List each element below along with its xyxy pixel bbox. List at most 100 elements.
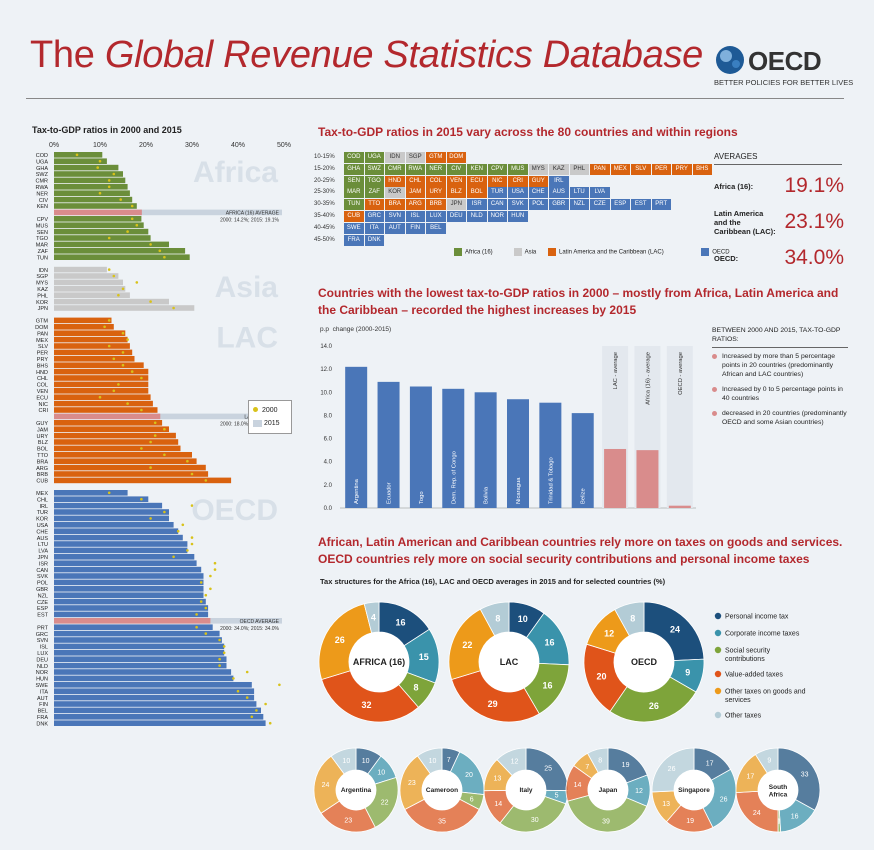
donut-value-label: 19 (686, 818, 694, 825)
donut-value-label: 33 (801, 772, 809, 779)
country-label: NOR (36, 670, 48, 676)
bar-2015 (54, 381, 149, 388)
dot-2000 (278, 683, 281, 687)
donut-legend-label: Other taxes (725, 713, 762, 720)
country-label: CHL (37, 497, 48, 503)
heatmap-cell: BHS (692, 163, 712, 175)
heatmap-cell: COD (344, 152, 364, 163)
heatmap-cell: RWA (405, 163, 425, 175)
change-bar (377, 381, 400, 508)
donut-hole (758, 770, 798, 810)
dot-2000 (176, 529, 180, 533)
country-label: ISR (39, 561, 48, 567)
heatmap-row-label: 20-25% (314, 177, 335, 184)
dot-2000 (172, 306, 175, 310)
bar-2015 (54, 184, 128, 190)
avg-label: OECD AVERAGE (240, 619, 280, 625)
y-tick: 4.0 (324, 460, 333, 466)
bar-2015 (54, 630, 220, 637)
change-bar-label: OECD - average (678, 352, 684, 395)
avg-band (54, 413, 282, 420)
country-label: JPN (38, 306, 48, 312)
heatmap-cell: TUN (344, 199, 364, 211)
country-label: TTO (37, 453, 49, 459)
donut-value-label: 7 (447, 757, 451, 764)
heatmap-row-label: 35-40% (314, 213, 335, 219)
donut-value-label: 10 (518, 614, 528, 624)
heatmap-cell: USA (508, 187, 528, 199)
country-label: PRY (37, 357, 49, 363)
country-label: CHL (37, 376, 48, 382)
heatmap-heading: Tax-to-GDP ratios in 2015 vary across th… (318, 125, 738, 139)
country-label: LVA (38, 549, 48, 555)
group-name: OECD (191, 494, 278, 527)
dot-2000 (213, 568, 217, 571)
dot-2000 (130, 204, 134, 208)
donut-value-label: 12 (511, 759, 519, 766)
heatmap-cell: CIV (446, 163, 466, 175)
dot-2000 (153, 434, 157, 437)
dot-2000 (268, 721, 272, 725)
country-label: LTU (38, 542, 48, 548)
dot-2000 (96, 166, 99, 169)
country-label: HND (36, 370, 48, 376)
heatmap-legend-item: OECD (701, 248, 730, 256)
donut-value-label: 8 (495, 613, 500, 623)
heatmap-cell: CPV (487, 163, 507, 175)
change-side-item: Increased by more than 5 percentage poin… (712, 352, 848, 379)
bar-2015 (54, 477, 232, 484)
dot-2000 (107, 236, 111, 240)
donut-value-label: 29 (488, 699, 498, 709)
structure-subheading: Tax structures for the Africa (16), LAC … (320, 577, 666, 586)
change-bar (507, 399, 529, 508)
country-label: MAR (36, 243, 48, 249)
logo-word: OECD (748, 46, 822, 76)
donut-hole (349, 632, 409, 692)
donut-name: LAC (500, 657, 519, 667)
donut-legend-label: Value-added taxes (725, 672, 783, 679)
bar-2015 (54, 216, 142, 222)
dot-2000 (135, 281, 139, 284)
country-label: COL (37, 383, 48, 389)
dot-2000 (135, 223, 139, 227)
donut-value-label: 15 (419, 652, 429, 662)
country-label: MUS (36, 223, 49, 229)
dot-2000 (140, 408, 143, 412)
bar-2015 (54, 547, 188, 554)
dot-2000 (236, 689, 240, 693)
country-label: VEN (37, 389, 48, 395)
donut-name: Singapore (678, 787, 710, 794)
bar-2015 (54, 445, 181, 452)
bar-2015 (54, 675, 234, 682)
heatmap-cell: FRA (344, 234, 364, 246)
donut-value-label: 9 (685, 668, 690, 678)
heatmap-cell: UGA (364, 152, 384, 163)
dot-2000 (199, 600, 203, 603)
bar-2015 (54, 496, 149, 502)
change-bar-label: Ecuador (387, 482, 393, 504)
dot-2000 (149, 243, 152, 246)
dot-2000 (149, 466, 152, 469)
country-label: MYS (36, 281, 48, 287)
change-bar (474, 392, 497, 508)
dot-2000 (103, 325, 106, 329)
country-label: SLV (38, 344, 48, 350)
bar-2015 (54, 420, 163, 426)
dot-2000 (190, 472, 194, 476)
heatmap-legend-item: Africa (16) (454, 248, 493, 256)
donut-value-label: 35 (438, 818, 446, 825)
country-label: KAZ (37, 287, 48, 293)
country-label: GBR (36, 587, 48, 593)
donut-legend-swatch (714, 629, 722, 637)
dot-2000 (195, 625, 198, 629)
dot-2000 (112, 172, 116, 176)
change-bar-label: Trinidad & Tobago (548, 457, 554, 504)
structure-heading-1: African, Latin American and Caribbean co… (318, 535, 843, 549)
bar-2015 (54, 356, 135, 362)
dot-2000 (117, 383, 120, 386)
heatmap-cell: ITA (364, 222, 384, 234)
country-label: GTM (36, 319, 49, 325)
heatmap-cell: TUR (487, 187, 507, 199)
heatmap-cell: MAR (344, 187, 364, 199)
